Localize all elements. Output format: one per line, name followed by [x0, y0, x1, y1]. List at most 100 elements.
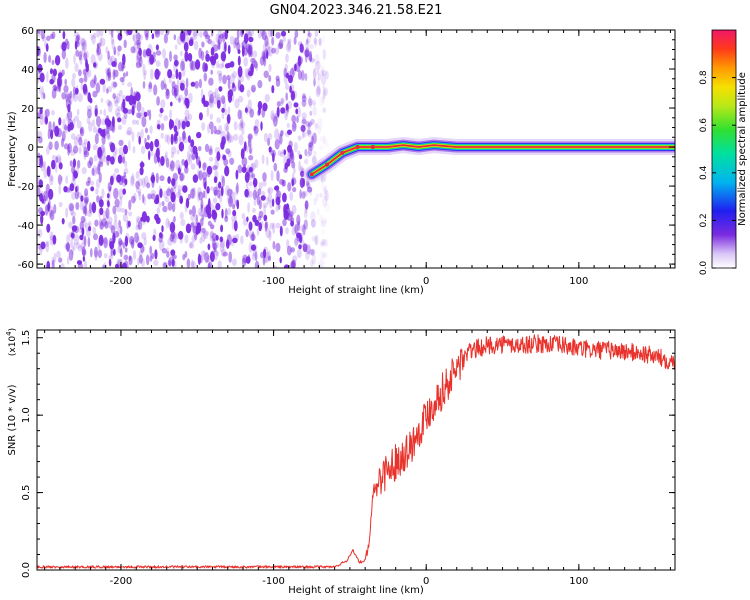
- noise-speckle: [276, 101, 281, 107]
- spectrogram-xtick-label: 0: [423, 276, 429, 287]
- noise-speckle: [216, 189, 221, 199]
- noise-speckle: [113, 187, 119, 200]
- noise-speckle: [322, 88, 326, 100]
- noise-speckle: [222, 251, 228, 257]
- noise-speckle: [212, 197, 218, 204]
- noise-speckle: [235, 199, 238, 207]
- noise-speckle: [126, 126, 133, 136]
- noise-speckle: [237, 164, 243, 174]
- noise-speckle: [199, 31, 203, 38]
- noise-speckle: [307, 186, 313, 193]
- noise-speckle: [226, 188, 233, 197]
- noise-speckle: [237, 109, 242, 120]
- noise-speckle: [97, 249, 102, 259]
- noise-speckle: [102, 82, 106, 93]
- noise-speckle: [81, 227, 85, 236]
- noise-speckle: [91, 119, 96, 127]
- noise-speckle: [154, 213, 159, 221]
- noise-speckle: [270, 209, 275, 215]
- noise-speckle: [97, 148, 103, 160]
- noise-speckle: [174, 117, 179, 127]
- noise-speckle: [254, 251, 258, 262]
- noise-speckle: [320, 74, 327, 85]
- noise-speckle: [110, 225, 116, 235]
- noise-speckle: [221, 113, 225, 119]
- noise-speckle: [72, 158, 76, 168]
- noise-speckle: [299, 43, 304, 53]
- noise-speckle: [199, 237, 203, 244]
- noise-speckle: [108, 258, 112, 267]
- noise-speckle: [92, 226, 97, 234]
- noise-speckle: [202, 62, 207, 73]
- noise-speckle: [180, 60, 185, 71]
- noise-speckle: [290, 260, 296, 268]
- noise-speckle: [190, 81, 196, 87]
- noise-speckle: [277, 42, 283, 50]
- spectrogram-xlabel: Height of straight line (km): [288, 285, 424, 296]
- noise-speckle: [173, 199, 176, 207]
- noise-speckle: [103, 108, 107, 117]
- noise-speckle: [196, 155, 201, 166]
- noise-speckle: [109, 141, 114, 148]
- noise-speckle: [306, 38, 309, 45]
- noise-speckle: [95, 166, 101, 175]
- noise-speckle: [194, 231, 198, 241]
- noise-speckle: [92, 126, 98, 133]
- noise-speckle: [177, 189, 182, 197]
- noise-speckle: [154, 249, 158, 260]
- noise-speckle: [57, 174, 63, 185]
- noise-speckle: [204, 143, 210, 153]
- noise-speckle: [190, 259, 195, 268]
- noise-speckle: [47, 128, 51, 140]
- noise-speckle: [106, 155, 110, 166]
- noise-speckle: [323, 239, 329, 247]
- noise-speckle: [308, 140, 314, 152]
- noise-speckle: [246, 89, 251, 98]
- noise-speckle: [43, 167, 48, 179]
- spectrogram-xtick-label: -100: [262, 276, 285, 287]
- noise-speckle: [99, 78, 106, 85]
- noise-speckle: [316, 77, 321, 89]
- noise-speckle: [271, 47, 276, 54]
- noise-speckle: [274, 47, 280, 55]
- noise-speckle: [88, 226, 92, 232]
- noise-speckle: [298, 244, 302, 250]
- noise-speckle: [140, 145, 146, 155]
- noise-speckle: [319, 96, 324, 107]
- noise-speckle: [76, 159, 81, 169]
- noise-speckle: [40, 30, 46, 40]
- noise-speckle: [324, 189, 329, 202]
- noise-speckle: [275, 242, 281, 253]
- noise-speckle: [105, 115, 110, 127]
- noise-speckle: [39, 72, 45, 83]
- noise-speckle: [87, 108, 92, 119]
- noise-speckle: [268, 75, 272, 82]
- noise-speckle: [160, 99, 166, 109]
- noise-speckle: [99, 30, 104, 37]
- noise-speckle: [241, 166, 247, 173]
- noise-speckle: [304, 73, 308, 81]
- noise-speckle: [118, 219, 121, 229]
- noise-speckle: [137, 257, 140, 266]
- noise-speckle: [100, 37, 106, 47]
- noise-speckle: [224, 165, 230, 177]
- noise-speckle: [98, 218, 103, 230]
- noise-speckle: [110, 175, 114, 186]
- noise-speckle: [307, 30, 310, 37]
- noise-speckle: [310, 131, 314, 142]
- noise-speckle: [290, 247, 295, 253]
- noise-speckle: [51, 259, 55, 268]
- noise-speckle: [227, 150, 232, 158]
- noise-speckle: [77, 245, 84, 252]
- noise-speckle: [322, 107, 327, 113]
- noise-speckle: [45, 204, 49, 216]
- noise-speckle: [158, 158, 162, 168]
- noise-speckle: [40, 190, 44, 200]
- noise-speckle: [189, 242, 195, 249]
- noise-speckle: [107, 100, 113, 113]
- noise-speckle: [78, 69, 82, 77]
- noise-speckle: [66, 256, 70, 265]
- noise-speckle: [237, 76, 241, 82]
- noise-speckle: [164, 83, 167, 90]
- noise-speckle: [312, 68, 317, 80]
